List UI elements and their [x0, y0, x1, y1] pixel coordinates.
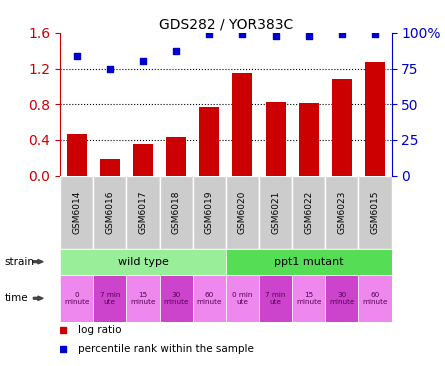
Bar	[133, 145, 153, 176]
Bar	[193, 176, 226, 249]
Text: GSM6023: GSM6023	[337, 191, 346, 234]
Text: GSM6021: GSM6021	[271, 191, 280, 234]
Bar	[193, 274, 226, 322]
Text: 7 min
ute: 7 min ute	[100, 292, 120, 305]
Bar	[126, 274, 160, 322]
Text: 15
minute: 15 minute	[130, 292, 156, 305]
Bar	[160, 176, 193, 249]
Bar	[67, 134, 87, 176]
Point	[106, 66, 113, 71]
Text: 0 min
ute: 0 min ute	[232, 292, 253, 305]
Bar	[126, 176, 160, 249]
Point	[372, 31, 379, 37]
Text: GSM6020: GSM6020	[238, 191, 247, 234]
Text: time: time	[4, 293, 28, 303]
Point	[239, 31, 246, 37]
Text: GSM6022: GSM6022	[304, 191, 313, 234]
Bar	[325, 274, 359, 322]
Bar	[365, 62, 385, 176]
Bar	[359, 274, 392, 322]
Text: 30
minute: 30 minute	[163, 292, 189, 305]
Bar	[166, 137, 186, 176]
Bar	[93, 274, 126, 322]
Text: ppt1 mutant: ppt1 mutant	[274, 257, 344, 267]
Text: GSM6016: GSM6016	[105, 191, 114, 234]
Bar	[60, 176, 93, 249]
Text: 60
minute: 60 minute	[362, 292, 388, 305]
Point	[305, 33, 312, 39]
Point	[139, 59, 146, 64]
Text: GSM6019: GSM6019	[205, 191, 214, 234]
Bar	[199, 107, 219, 176]
Text: GSM6015: GSM6015	[371, 191, 380, 234]
Text: GSM6018: GSM6018	[172, 191, 181, 234]
Text: GSM6017: GSM6017	[138, 191, 147, 234]
Text: 60
minute: 60 minute	[197, 292, 222, 305]
Bar	[259, 176, 292, 249]
Bar	[226, 274, 259, 322]
Text: log ratio: log ratio	[78, 325, 122, 335]
Point	[338, 31, 345, 37]
Bar	[226, 176, 259, 249]
Bar	[332, 79, 352, 176]
Text: 0
minute: 0 minute	[64, 292, 89, 305]
Title: GDS282 / YOR383C: GDS282 / YOR383C	[159, 18, 293, 32]
Bar	[60, 249, 226, 274]
Bar	[292, 274, 325, 322]
Text: strain: strain	[4, 257, 34, 267]
Text: percentile rank within the sample: percentile rank within the sample	[78, 344, 254, 354]
Text: wild type: wild type	[117, 257, 168, 267]
Bar	[232, 73, 252, 176]
Point	[272, 33, 279, 39]
Bar	[100, 159, 120, 176]
Bar	[359, 176, 392, 249]
Text: GSM6014: GSM6014	[72, 191, 81, 234]
Bar	[60, 274, 93, 322]
Text: 15
minute: 15 minute	[296, 292, 321, 305]
Bar	[325, 176, 359, 249]
Bar	[226, 249, 392, 274]
Point	[73, 53, 80, 59]
Text: 30
minute: 30 minute	[329, 292, 355, 305]
Bar	[266, 102, 286, 176]
Bar	[292, 176, 325, 249]
Bar	[299, 102, 319, 176]
Text: 7 min
ute: 7 min ute	[265, 292, 286, 305]
Bar	[93, 176, 126, 249]
Point	[173, 49, 180, 55]
Bar	[160, 274, 193, 322]
Point	[206, 31, 213, 37]
Bar	[259, 274, 292, 322]
